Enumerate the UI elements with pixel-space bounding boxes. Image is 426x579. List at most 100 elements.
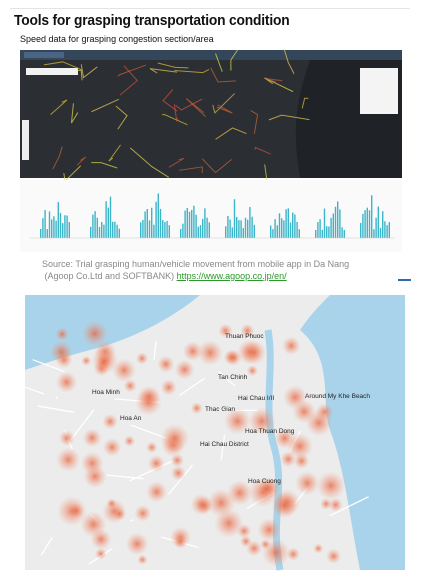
street: [179, 377, 206, 396]
heat-spot: [241, 340, 267, 365]
road: [215, 53, 223, 72]
toolbar-button[interactable]: [24, 52, 64, 58]
heat-spot: [56, 447, 81, 472]
bar: [94, 211, 96, 238]
heat-spot: [282, 336, 301, 355]
bar: [116, 224, 118, 238]
bar: [321, 229, 323, 238]
heat-spot: [95, 354, 112, 371]
road: [108, 144, 121, 162]
zoom-controls[interactable]: [22, 120, 29, 160]
bar: [337, 201, 339, 238]
heat-spot: [197, 339, 223, 366]
bar: [343, 229, 345, 238]
heat-spot: [170, 465, 186, 481]
bar: [379, 227, 382, 238]
street: [218, 371, 236, 387]
place-label: Thuan Phuoc: [225, 333, 264, 340]
bar: [270, 225, 272, 238]
heat-spot: [283, 385, 308, 410]
heat-spot: [125, 532, 149, 556]
road: [179, 166, 203, 174]
bar: [238, 220, 240, 238]
bar: [236, 216, 238, 238]
place-label: Around My Khe Beach: [305, 393, 370, 400]
divider: [10, 8, 410, 9]
heat-spot: [259, 482, 273, 496]
bar: [289, 222, 292, 238]
road: [268, 114, 310, 121]
bar: [144, 211, 146, 238]
bar: [274, 219, 276, 238]
heat-spot: [112, 358, 136, 383]
bar: [283, 220, 285, 238]
bar: [42, 218, 44, 238]
road: [76, 156, 87, 166]
sea: [300, 295, 405, 570]
place-label: Hoa An: [120, 415, 142, 422]
bar: [208, 222, 210, 238]
bar: [317, 222, 319, 238]
subtitle: Speed data for grasping congestion secti…: [20, 34, 214, 44]
road: [173, 104, 179, 123]
heat-spot: [137, 385, 161, 408]
bar: [90, 226, 92, 238]
road: [210, 67, 237, 83]
heat-spot: [173, 535, 187, 549]
bar: [285, 209, 287, 238]
road: [168, 157, 185, 168]
heat-spot: [226, 480, 253, 506]
bar: [148, 220, 151, 238]
search-box[interactable]: [26, 68, 78, 75]
bar: [96, 217, 98, 238]
heat-spot: [94, 547, 107, 560]
heat-spot: [248, 407, 276, 435]
bar: [364, 210, 366, 238]
road: [119, 65, 139, 96]
bar: [64, 215, 66, 238]
heat-spots: [50, 320, 346, 567]
heat-spot: [113, 507, 126, 521]
bar: [382, 211, 384, 238]
street: [329, 496, 369, 517]
bars: [30, 193, 395, 239]
heat-spot: [257, 518, 281, 542]
heat-spot: [328, 497, 343, 512]
heat-spot: [80, 511, 107, 538]
bar: [278, 213, 281, 238]
heat-spot: [295, 471, 320, 496]
slide-title: Tools for grasping transportation condit…: [14, 12, 290, 29]
bar: [360, 223, 362, 238]
street: [32, 359, 65, 373]
map-toolbar: [20, 50, 402, 60]
bar: [384, 221, 386, 238]
heat-spot: [137, 554, 148, 565]
bar: [109, 196, 112, 238]
bar: [298, 229, 300, 238]
bar: [253, 224, 255, 238]
heat-spot: [246, 364, 259, 377]
bar: [251, 216, 253, 238]
heat-spot: [135, 352, 149, 365]
heat-spot: [102, 413, 118, 430]
bar: [247, 219, 249, 238]
accent-mark: [398, 279, 411, 281]
place-label: Tan Chinh: [218, 374, 248, 381]
bar: [180, 228, 182, 238]
road: [174, 68, 210, 74]
heat-spot: [68, 502, 84, 519]
place-label: Thac Gian: [205, 406, 235, 413]
source-link[interactable]: https://www.agoop.co.jp/en/: [176, 271, 287, 281]
street: [37, 405, 74, 413]
heat-spot: [286, 547, 301, 561]
street: [106, 474, 144, 480]
bar: [68, 222, 70, 238]
heat-spot: [320, 497, 333, 510]
heat-spot: [271, 492, 298, 519]
bar: [244, 217, 247, 238]
bar: [44, 209, 46, 238]
bar: [242, 228, 244, 238]
bar: [334, 206, 337, 238]
bar: [186, 207, 188, 238]
